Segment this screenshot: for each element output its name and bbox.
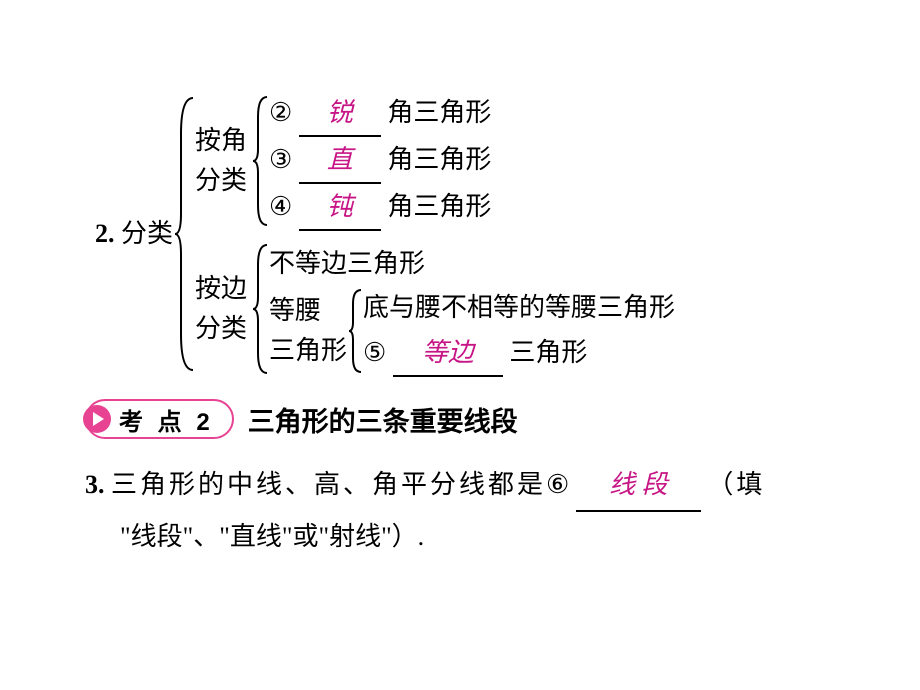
brace-icon (251, 93, 269, 229)
blank-answer: 直 (327, 145, 353, 174)
isosceles-label: 等腰 三角形 (269, 291, 347, 371)
isosceles-sub: 底与腰不相等的等腰三角形 ⑤ 等边 三角形 (363, 286, 675, 377)
root-text: 分类 (121, 219, 173, 248)
by-side-group: 按边 分类 不等边三角形 等腰 三角形 (195, 241, 675, 377)
root-label: 2. 分类 (95, 214, 173, 254)
section-badge: 考 点 2 (85, 399, 234, 439)
angle-row: ④ 钝 角三角形 (269, 184, 491, 231)
brace-icon (173, 94, 195, 374)
brace-icon (347, 286, 363, 376)
item-number: 2. (95, 219, 115, 248)
section-header: 考 点 2 三角形的三条重要线段 (85, 399, 875, 439)
by-angle-label: 按角 分类 (195, 121, 247, 201)
by-side-rows: 不等边三角形 等腰 三角形 底与腰不相等的等腰三角形 ⑤ (269, 242, 675, 377)
blank-answer: 线 段 (609, 470, 668, 499)
blank-answer: 锐 (327, 98, 353, 127)
by-angle-group: 按角 分类 ② 锐 角三角形 ③ 直 角三角形 (195, 90, 675, 231)
brace-icon (251, 241, 269, 377)
badge-text: 考 点 2 (119, 402, 214, 437)
blank-answer: 钝 (327, 192, 353, 221)
classify-branches: 按角 分类 ② 锐 角三角形 ③ 直 角三角形 (195, 90, 675, 377)
item-3: 3. 三角形的中线、高、角平分线都是⑥ 线 段 （填 "线段"、"直线"或"射线… (85, 459, 875, 562)
item-number: 3. (85, 470, 105, 499)
side-row-isosceles: 等腰 三角形 底与腰不相等的等腰三角形 ⑤ 等边 三角形 (269, 286, 675, 377)
angle-row: ② 锐 角三角形 (269, 90, 491, 137)
play-icon (83, 405, 111, 433)
side-row-scalene: 不等边三角形 (269, 242, 675, 286)
section-title: 三角形的三条重要线段 (248, 400, 518, 439)
by-angle-rows: ② 锐 角三角形 ③ 直 角三角形 ④ 钝 角三角形 (269, 90, 491, 231)
by-side-label: 按边 分类 (195, 269, 247, 349)
classify-root: 2. 分类 (95, 94, 195, 374)
angle-row: ③ 直 角三角形 (269, 137, 491, 184)
blank-answer: 等边 (422, 338, 474, 367)
classification-block: 2. 分类 按角 分类 ② 锐 (95, 90, 875, 377)
